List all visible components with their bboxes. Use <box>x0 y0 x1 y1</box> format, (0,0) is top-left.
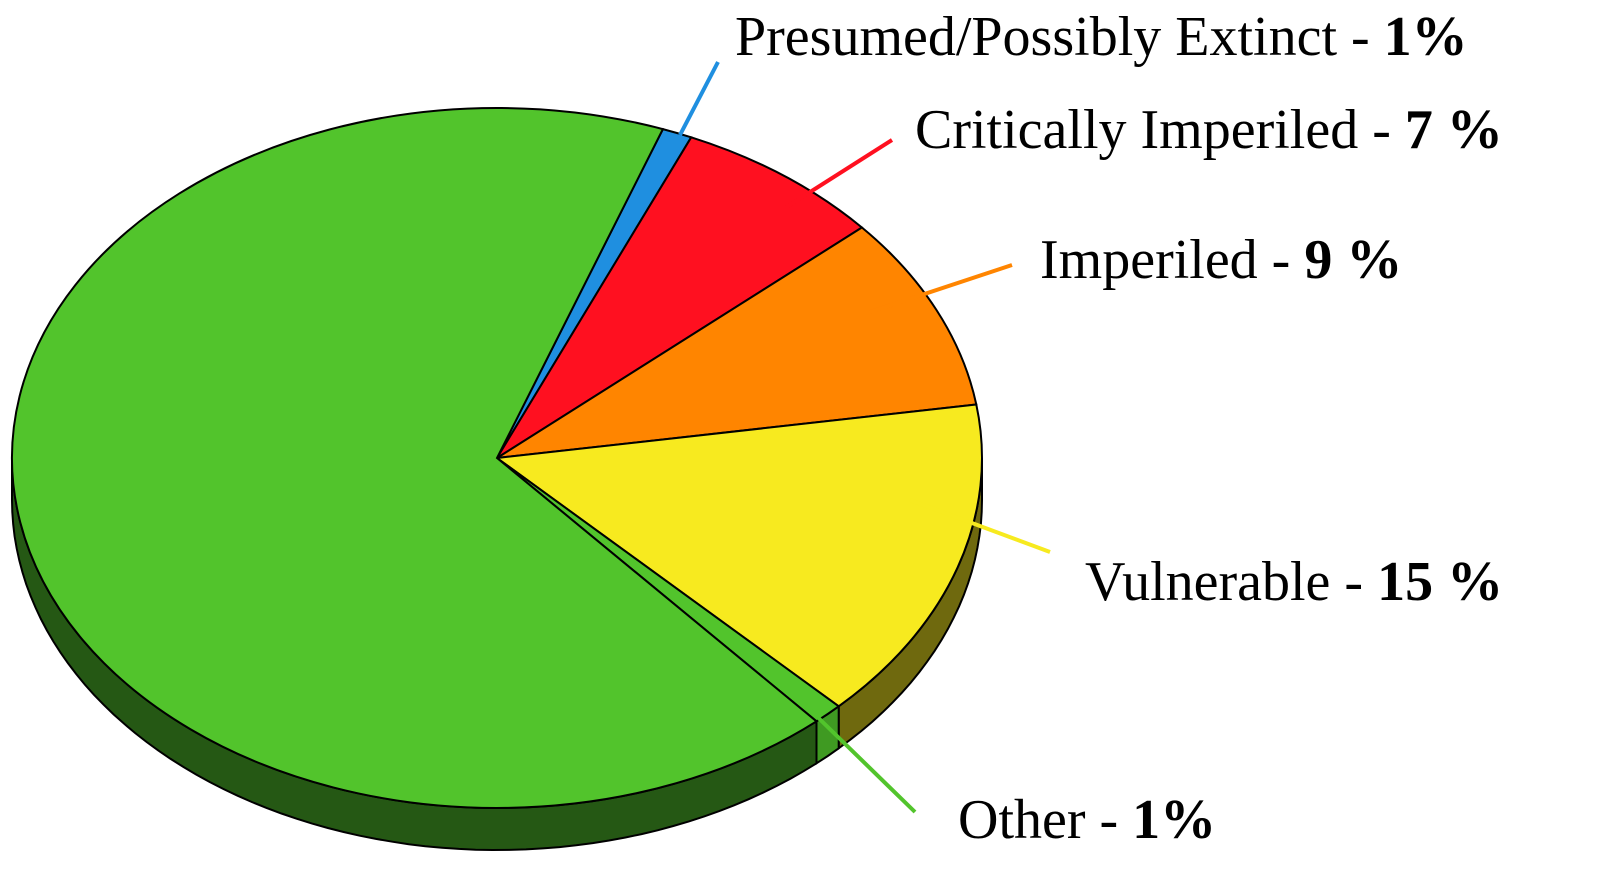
slice-name: Critically Imperiled - <box>915 99 1391 161</box>
leader-line <box>678 61 720 136</box>
slice-name: Other - <box>958 789 1118 851</box>
leader-line <box>798 698 917 814</box>
slice-label: Presumed/Possibly Extinct -1% <box>735 6 1468 68</box>
leader-line <box>869 263 1013 314</box>
slice-name: Presumed/Possibly Extinct - <box>735 6 1370 68</box>
slice-label: Vulnerable -15 % <box>1085 551 1503 613</box>
leader-line <box>909 498 1051 554</box>
slice-value: 9 % <box>1304 229 1402 291</box>
slice-value: 15 % <box>1377 551 1503 613</box>
slice-label: Other -1% <box>958 789 1216 851</box>
pie-slice <box>496 226 978 459</box>
slice-value: 1% <box>1132 789 1216 851</box>
pie-slice <box>496 136 864 459</box>
slice-name: Imperiled - <box>1040 229 1290 291</box>
slice-value: 1% <box>1384 6 1468 68</box>
leader-line <box>783 138 894 210</box>
slice-name: Vulnerable - <box>1085 551 1363 613</box>
pie-slice <box>494 403 983 708</box>
slice-value: 7 % <box>1405 99 1503 161</box>
slice-label: Critically Imperiled -7 % <box>915 99 1503 161</box>
pie-slice <box>10 107 819 809</box>
slice-label: Imperiled -9 % <box>1040 229 1402 291</box>
